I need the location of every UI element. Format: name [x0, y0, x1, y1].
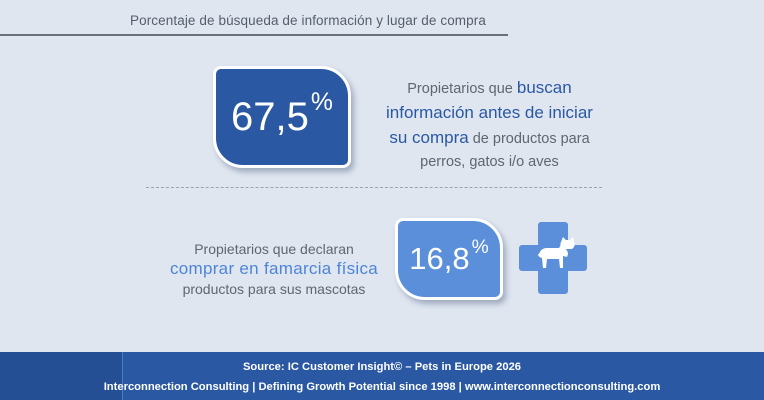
- source-text: Source: IC Customer Insight© – Pets in E…: [242, 361, 522, 373]
- footer-bar: Source: IC Customer Insight© – Pets in E…: [0, 352, 764, 400]
- text-segment: perros, gatos i/o aves: [420, 154, 559, 170]
- stat-box-pharmacy: 16,8%: [395, 218, 503, 300]
- description-line: perros, gatos i/o aves: [372, 151, 607, 174]
- highlight-text: su compra: [389, 128, 469, 147]
- description-line: Propietarios que buscan: [372, 76, 607, 101]
- stat-value: 16,8: [409, 241, 470, 276]
- percent-sign: %: [310, 89, 333, 117]
- header-divider: [0, 34, 508, 36]
- text-segment: Propietarios que: [407, 81, 517, 97]
- section-divider: [146, 187, 602, 188]
- footer-separator: [122, 352, 123, 400]
- stat-box-search-info: 67,5%: [213, 66, 351, 168]
- stat-description-pharmacy: Propietarios que declaran comprar en fam…: [164, 239, 384, 299]
- highlight-text: buscan: [516, 78, 572, 97]
- footer-left-block: [0, 352, 122, 400]
- page-title: Porcentaje de búsqueda de información y …: [130, 13, 486, 28]
- highlight-text: comprar en famarcia física: [169, 259, 379, 278]
- stat-description-search-info: Propietarios que buscan información ante…: [372, 76, 607, 174]
- description-line: información antes de iniciar: [372, 101, 607, 126]
- pharmacy-cross-pet-icon: [519, 222, 587, 294]
- percent-sign: %: [471, 237, 489, 259]
- company-text: Interconnection Consulting | Defining Gr…: [103, 381, 661, 393]
- stat-value: 67,5: [231, 94, 309, 139]
- highlight-text: información antes de iniciar: [386, 103, 593, 122]
- description-line: Propietarios que declaran: [194, 241, 354, 257]
- description-line: productos para sus mascotas: [182, 281, 366, 297]
- description-line: su compra de productos para: [372, 126, 607, 151]
- text-segment: de productos para: [468, 131, 590, 147]
